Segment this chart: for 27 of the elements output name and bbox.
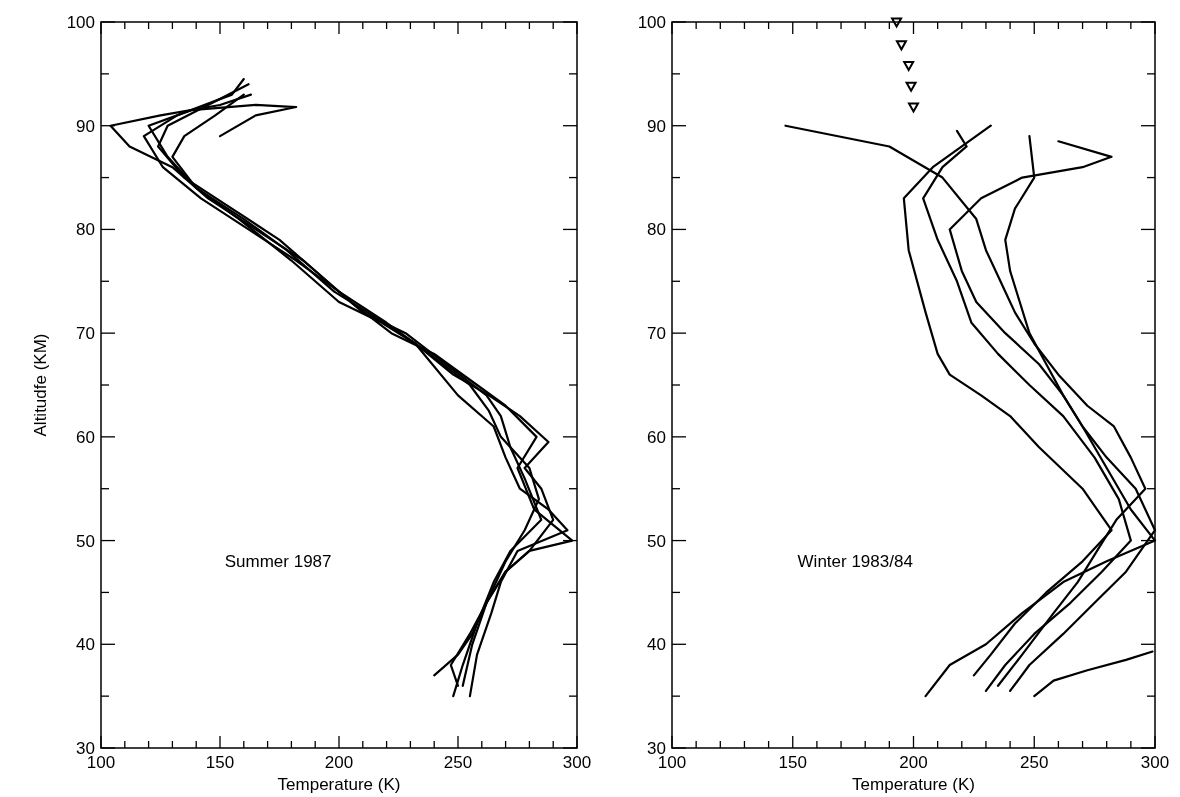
x-tick-label: 150 <box>778 753 807 772</box>
y-tick-label: 100 <box>637 13 666 32</box>
y-tick-label: 80 <box>647 220 666 240</box>
y-tick-label: 100 <box>66 13 95 32</box>
x-axis-title: Temperature (K) <box>277 775 401 794</box>
y-tick-label: 50 <box>647 531 666 551</box>
y-tick-label: 90 <box>647 116 666 136</box>
x-tick-label: 200 <box>899 753 928 772</box>
y-tick-label: 60 <box>647 427 666 447</box>
x-axis-title: Temperature (K) <box>852 775 975 794</box>
annotation: Winter 1983/84 <box>797 551 913 571</box>
annotation: Summer 1987 <box>224 551 332 571</box>
y-tick-label: 70 <box>647 324 666 344</box>
y-tick-label: 90 <box>76 116 95 136</box>
x-tick-label: 300 <box>562 753 592 772</box>
y-tick-label: 40 <box>76 635 95 655</box>
y-axis-title: Altitudfe (KM) <box>31 333 50 437</box>
x-tick-label: 300 <box>1140 753 1170 772</box>
x-tick-label: 150 <box>205 753 235 772</box>
y-tick-label: 50 <box>76 531 95 551</box>
y-tick-label: 60 <box>76 427 95 447</box>
x-tick-label: 250 <box>443 753 473 772</box>
x-tick-label: 200 <box>324 753 354 772</box>
x-tick-label: 250 <box>1020 753 1049 772</box>
y-tick-label: 80 <box>76 220 95 240</box>
y-tick-label: 70 <box>76 324 95 344</box>
y-tick-label: 40 <box>647 635 666 655</box>
